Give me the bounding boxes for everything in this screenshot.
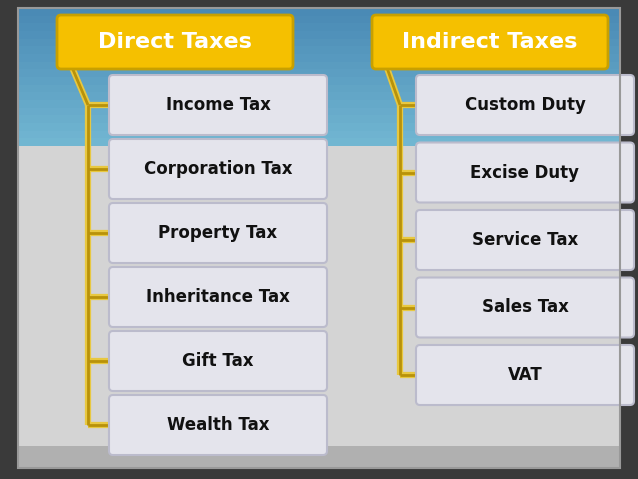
Text: Property Tax: Property Tax bbox=[158, 224, 278, 242]
Bar bbox=[18, 123, 620, 131]
Bar bbox=[18, 131, 620, 138]
FancyBboxPatch shape bbox=[57, 15, 293, 69]
FancyBboxPatch shape bbox=[109, 395, 327, 455]
FancyBboxPatch shape bbox=[416, 345, 634, 405]
Bar bbox=[18, 284, 620, 292]
Bar bbox=[18, 223, 620, 230]
Text: Excise Duty: Excise Duty bbox=[470, 163, 579, 182]
Bar bbox=[18, 16, 620, 23]
Text: Service Tax: Service Tax bbox=[472, 231, 578, 249]
Bar bbox=[18, 338, 620, 345]
FancyBboxPatch shape bbox=[416, 277, 634, 338]
Bar bbox=[18, 330, 620, 338]
Bar bbox=[18, 138, 620, 146]
Bar bbox=[18, 77, 620, 85]
Bar bbox=[18, 54, 620, 62]
Bar bbox=[18, 269, 620, 276]
Bar bbox=[18, 253, 620, 261]
Bar bbox=[18, 85, 620, 92]
Bar bbox=[18, 146, 620, 154]
Bar bbox=[18, 376, 620, 384]
Bar bbox=[18, 445, 620, 453]
Bar bbox=[18, 62, 620, 69]
Bar bbox=[18, 207, 620, 215]
Bar bbox=[18, 315, 620, 322]
FancyBboxPatch shape bbox=[109, 331, 327, 391]
Text: Direct Taxes: Direct Taxes bbox=[98, 32, 252, 52]
Bar bbox=[18, 154, 620, 161]
Bar bbox=[18, 453, 620, 460]
Bar bbox=[18, 230, 620, 238]
FancyBboxPatch shape bbox=[109, 267, 327, 327]
Bar bbox=[18, 437, 620, 445]
Bar bbox=[18, 361, 620, 368]
Bar bbox=[18, 430, 620, 437]
Bar bbox=[18, 345, 620, 353]
Bar bbox=[18, 246, 620, 253]
Bar bbox=[18, 384, 620, 391]
Text: Indirect Taxes: Indirect Taxes bbox=[403, 32, 577, 52]
Bar bbox=[18, 177, 620, 184]
Bar bbox=[18, 368, 620, 376]
FancyBboxPatch shape bbox=[416, 142, 634, 203]
Bar bbox=[18, 391, 620, 399]
Bar bbox=[18, 322, 620, 330]
FancyBboxPatch shape bbox=[416, 75, 634, 135]
Bar bbox=[18, 46, 620, 54]
Bar bbox=[18, 407, 620, 414]
Bar bbox=[18, 39, 620, 46]
Bar bbox=[18, 184, 620, 192]
Bar bbox=[18, 192, 620, 200]
Bar bbox=[18, 69, 620, 77]
Bar bbox=[18, 100, 620, 108]
FancyBboxPatch shape bbox=[109, 203, 327, 263]
Text: Gift Tax: Gift Tax bbox=[182, 352, 254, 370]
Text: Income Tax: Income Tax bbox=[166, 96, 271, 114]
Text: Custom Duty: Custom Duty bbox=[464, 96, 586, 114]
Text: VAT: VAT bbox=[508, 366, 542, 384]
Bar bbox=[18, 414, 620, 422]
Bar bbox=[18, 353, 620, 361]
Bar bbox=[18, 299, 620, 307]
Text: Inheritance Tax: Inheritance Tax bbox=[146, 288, 290, 306]
Bar bbox=[18, 261, 620, 269]
Bar bbox=[18, 292, 620, 299]
FancyBboxPatch shape bbox=[109, 139, 327, 199]
Text: Sales Tax: Sales Tax bbox=[482, 298, 568, 317]
FancyBboxPatch shape bbox=[416, 210, 634, 270]
Bar bbox=[18, 31, 620, 39]
Bar bbox=[18, 399, 620, 407]
Bar bbox=[18, 276, 620, 284]
FancyBboxPatch shape bbox=[372, 15, 608, 69]
Bar bbox=[18, 115, 620, 123]
Bar bbox=[18, 460, 620, 468]
Bar bbox=[18, 238, 620, 246]
Text: Wealth Tax: Wealth Tax bbox=[167, 416, 269, 434]
Bar bbox=[18, 161, 620, 169]
Bar bbox=[18, 108, 620, 115]
Bar bbox=[18, 307, 620, 315]
Bar bbox=[18, 200, 620, 207]
Bar bbox=[18, 169, 620, 177]
Bar bbox=[18, 422, 620, 430]
Bar bbox=[18, 92, 620, 100]
Bar bbox=[18, 215, 620, 223]
Bar bbox=[18, 23, 620, 31]
Bar bbox=[18, 446, 620, 468]
FancyBboxPatch shape bbox=[109, 75, 327, 135]
Bar bbox=[18, 146, 620, 468]
Text: Corporation Tax: Corporation Tax bbox=[144, 160, 292, 178]
Bar bbox=[18, 8, 620, 16]
